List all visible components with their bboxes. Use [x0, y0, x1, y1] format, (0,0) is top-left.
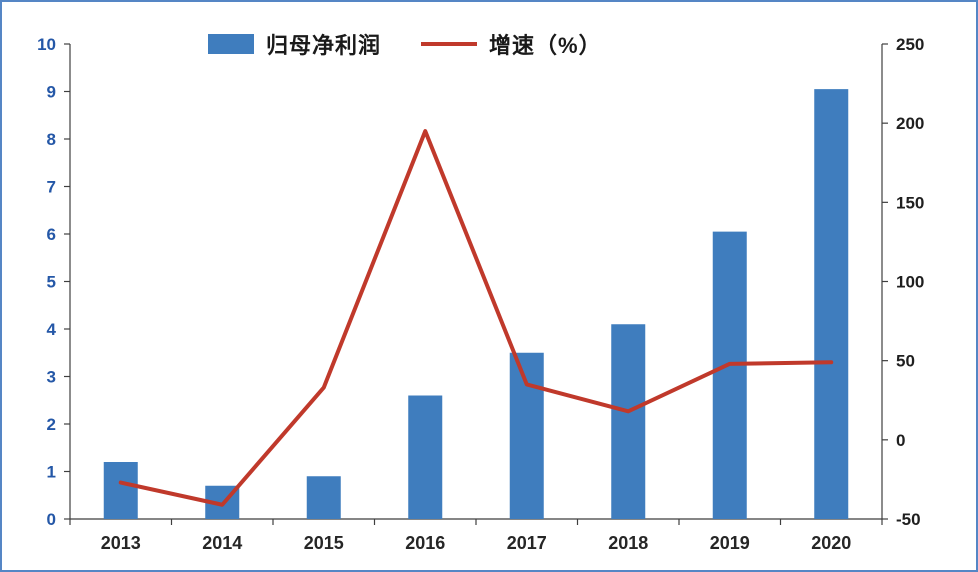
growth-line [118, 129, 834, 507]
bar [611, 324, 646, 519]
bar-series-label: 归母净利润 [266, 33, 382, 58]
right-axis-tick-label: -50 [896, 510, 921, 529]
bar-series-swatch-icon [208, 34, 254, 54]
left-axis-tick-label: 3 [47, 368, 56, 387]
left-axis-tick-label: 2 [47, 415, 56, 434]
bar [408, 395, 443, 519]
left-axis-tick-label: 1 [47, 463, 56, 482]
bar [306, 476, 341, 519]
bar [103, 462, 138, 519]
right-axis-tick-label: 50 [896, 352, 915, 371]
legend: 归母净利润 增速（%） [208, 28, 602, 60]
x-axis-tick-label: 2019 [710, 533, 750, 553]
right-axis-tick-labels: -50 0 50 100 150 200 250 [896, 35, 924, 529]
bar [509, 352, 544, 519]
x-axis-tick-labels: 2013 2014 2015 2016 2017 2018 2019 2020 [101, 533, 852, 553]
x-axis-tick-label: 2015 [304, 533, 344, 553]
left-axis-tick-label: 5 [47, 273, 56, 292]
bar [814, 89, 849, 519]
bar-series [103, 89, 849, 519]
left-axis-tick-label: 10 [37, 35, 56, 54]
left-axis-tick-label: 0 [47, 510, 56, 529]
left-axis-tick-label: 7 [47, 178, 56, 197]
right-axis-tick-label: 200 [896, 114, 924, 133]
left-axis-tick-label: 4 [47, 320, 57, 339]
x-axis-tick-label: 2018 [608, 533, 648, 553]
right-axis-tick-label: 100 [896, 273, 924, 292]
x-axis-tick-label: 2014 [202, 533, 242, 553]
x-axis-tick-label: 2013 [101, 533, 141, 553]
line-series-swatch-icon [421, 42, 478, 46]
left-axis-tick-label: 8 [47, 130, 56, 149]
x-axis-tick-label: 2020 [811, 533, 851, 553]
right-axis-tick-label: 0 [896, 431, 905, 450]
right-axis-tick-label: 250 [896, 35, 924, 54]
right-axis-tick-label: 150 [896, 193, 924, 212]
bar [712, 231, 747, 519]
axes [64, 43, 888, 525]
x-axis-tick-label: 2017 [507, 533, 547, 553]
left-axis-tick-label: 6 [47, 225, 56, 244]
left-axis-tick-label: 9 [47, 83, 56, 102]
x-axis-tick-label: 2016 [405, 533, 445, 553]
line-series-label: 增速（%） [489, 33, 602, 58]
left-axis-tick-labels: 0 1 2 3 4 5 6 7 8 9 10 [37, 35, 56, 529]
